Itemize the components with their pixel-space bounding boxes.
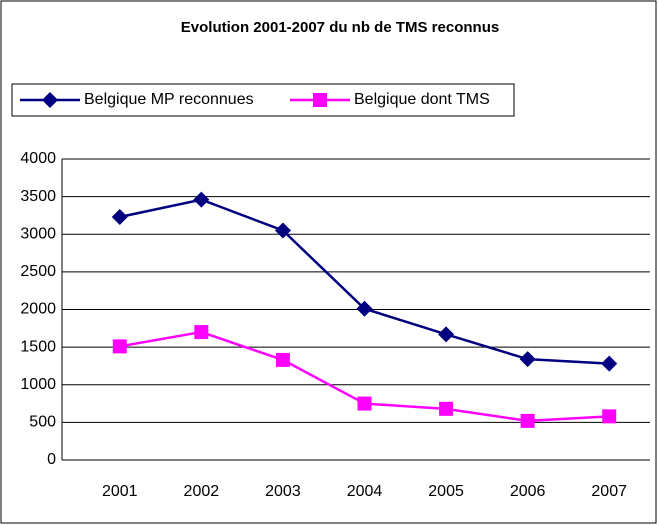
x-tick-label: 2003 <box>265 483 301 500</box>
x-tick-label: 2004 <box>347 483 383 500</box>
point <box>42 92 58 108</box>
x-tick-label: 2001 <box>102 483 138 500</box>
point <box>520 413 535 428</box>
point <box>601 355 618 372</box>
y-tick-label: 2000 <box>20 301 56 318</box>
legend-label: Belgique dont TMS <box>354 91 490 108</box>
chart-title: Evolution 2001-2007 du nb de TMS reconnu… <box>181 19 499 36</box>
x-tick-label: 2006 <box>510 483 546 500</box>
point <box>194 325 209 340</box>
y-tick-label: 1000 <box>20 376 56 393</box>
x-tick-label: 2005 <box>428 483 464 500</box>
y-tick-label: 3500 <box>20 188 56 205</box>
point <box>111 208 128 225</box>
y-tick-label: 2500 <box>20 263 56 280</box>
point <box>357 396 372 411</box>
point <box>519 351 536 368</box>
point <box>313 93 327 107</box>
legend-label: Belgique MP reconnues <box>84 91 254 108</box>
y-tick-label: 3000 <box>20 225 56 242</box>
y-tick-label: 1500 <box>20 338 56 355</box>
point <box>602 409 617 424</box>
y-tick-label: 0 <box>47 451 56 468</box>
point <box>438 326 455 343</box>
y-tick-label: 4000 <box>20 150 56 167</box>
point <box>274 222 291 239</box>
point <box>193 191 210 208</box>
point <box>112 339 127 354</box>
x-tick-label: 2007 <box>591 483 627 500</box>
point <box>356 300 373 317</box>
point <box>275 352 290 367</box>
legend-box <box>11 83 515 117</box>
point <box>439 401 454 416</box>
y-tick-label: 500 <box>29 414 56 431</box>
x-tick-label: 2002 <box>184 483 220 500</box>
